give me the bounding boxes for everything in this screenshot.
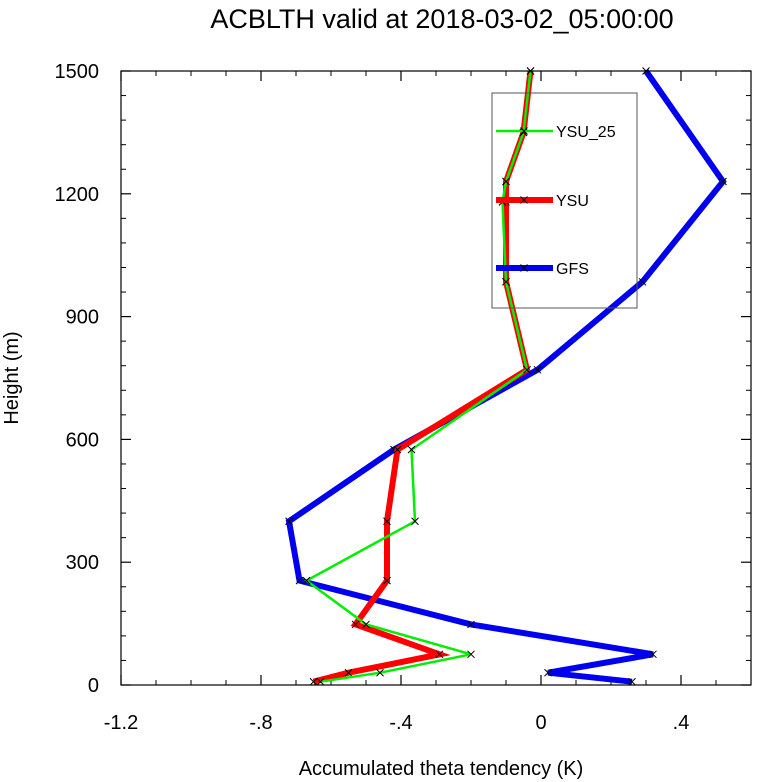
data-point-gfs <box>544 668 552 677</box>
x-tick-label: -.4 <box>389 712 412 734</box>
chart-title: ACBLTH valid at 2018-03-02_05:00:00 <box>210 4 673 34</box>
data-point-ysu <box>351 620 360 629</box>
legend-marker-ysu-25 <box>520 127 528 135</box>
legend-marker-gfs <box>520 264 528 272</box>
y-tick-label: 900 <box>66 307 99 329</box>
y-tick-label: 0 <box>88 675 99 697</box>
data-point-ysu <box>435 650 444 659</box>
legend-item-ysu: YSU <box>496 193 589 210</box>
x-axis-label: Accumulated theta tendency (K) <box>299 758 584 780</box>
series-ysu-25 <box>302 67 535 686</box>
y-axis-label: Height (m) <box>1 331 23 424</box>
data-point-ysu <box>383 576 391 585</box>
x-tick-label: -1.2 <box>104 712 138 734</box>
data-point-ysu-25 <box>467 650 475 659</box>
legend-marker-ysu <box>520 196 528 204</box>
plot-frame <box>120 70 752 686</box>
data-point-gfs <box>628 677 636 686</box>
legend-item-ysu-25: YSU_25 <box>496 124 616 141</box>
data-point-gfs <box>649 650 657 659</box>
data-point-ysu-25 <box>407 445 416 454</box>
data-point-gfs <box>533 365 542 374</box>
data-point-gfs <box>285 517 293 526</box>
series-gfs <box>285 67 727 686</box>
data-point-ysu-25 <box>411 517 419 526</box>
data-point-ysu <box>309 677 318 686</box>
legend-label-gfs: GFS <box>556 261 589 278</box>
data-point-ysu-25 <box>362 620 370 629</box>
data-point-ysu-25 <box>502 177 510 186</box>
legend: YSU_25 YSU GFS <box>491 92 638 309</box>
data-point-ysu-25 <box>302 576 311 585</box>
series-line-gfs <box>285 69 727 685</box>
axis-ticks: -1.2 -.8 -.4 0 .4 0 300 600 900 1200 1500 <box>55 61 752 734</box>
y-tick-label: 1200 <box>55 184 100 206</box>
data-point-ysu <box>344 668 353 677</box>
legend-box <box>491 92 638 309</box>
x-tick-label: .4 <box>673 712 690 734</box>
data-point-ysu <box>383 517 391 526</box>
y-tick-label: 1500 <box>55 61 100 83</box>
data-point-ysu-25 <box>316 677 325 686</box>
x-tick-label: 0 <box>535 712 546 734</box>
data-point-ysu-25 <box>502 277 510 286</box>
y-tick-label: 600 <box>66 429 99 451</box>
series-lines <box>285 67 727 686</box>
y-tick-label: 300 <box>66 552 99 574</box>
data-point-gfs <box>719 177 727 186</box>
data-point-gfs <box>467 620 475 629</box>
x-tick-label: -.8 <box>249 712 272 734</box>
data-point-gfs <box>295 576 304 585</box>
legend-label-ysu-25: YSU_25 <box>556 124 616 141</box>
legend-item-gfs: GFS <box>496 261 589 278</box>
data-point-ysu <box>393 445 402 454</box>
data-point-ysu-25 <box>523 365 531 374</box>
data-point-ysu-25 <box>376 668 384 677</box>
data-point-gfs <box>638 277 647 286</box>
legend-label-ysu: YSU <box>556 193 589 210</box>
